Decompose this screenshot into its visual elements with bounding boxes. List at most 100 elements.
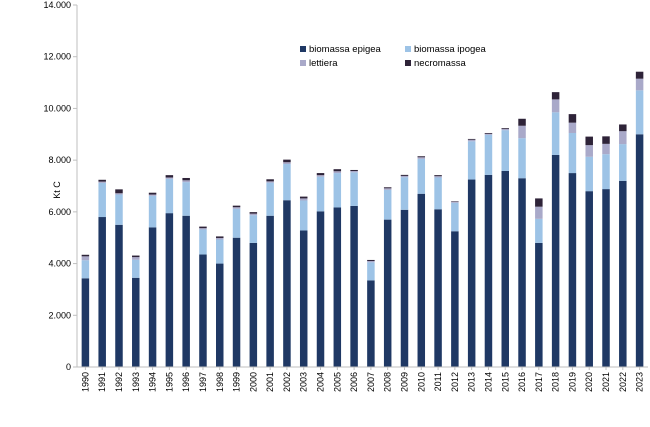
bar-segment [383,219,392,367]
bar-segment [367,260,375,263]
bar-segment [417,156,426,158]
bar-segment [501,130,509,171]
bar-segment [216,263,224,367]
bar-segment [551,154,560,367]
x-tick-label: 1995 [164,372,174,392]
bar-segment [467,141,476,180]
bar-segment [585,136,593,146]
x-tick-label: 1998 [215,372,225,392]
x-tick-label: 1991 [97,372,107,392]
bar-segment [635,71,644,79]
bar-segment [400,175,409,178]
bar-segment [148,227,157,367]
x-tick-label: 2018 [551,372,561,392]
x-tick-label: 2000 [248,372,258,392]
bar-segment [585,145,593,157]
bar-segment [602,154,610,190]
bar-segment [216,237,224,240]
bar-segment [165,213,174,367]
bar-segment [333,207,342,367]
bar-segment [467,179,476,367]
axes: 0 2.000 4.000 6.000 8.000 10.000 12.000 14.000 1… [43,0,648,392]
bar-segment [232,237,241,367]
bar-segment [451,202,459,232]
x-tick-label: 2009 [399,372,409,392]
bar-segment [132,277,140,367]
x-tick-label: 2023 [635,372,645,392]
bar-segment [635,90,644,135]
bar-segment [333,171,342,174]
x-tick-label: 1990 [80,372,90,392]
bar-segment [316,175,325,177]
legend-label: lettiera [309,58,338,69]
y-tick-label: 2.000 [48,310,71,320]
legend-swatch [405,60,411,66]
y-tick-label: 14.000 [43,0,71,10]
bar-segment [383,188,392,190]
bar-segment [551,112,560,155]
x-tick-label: 1997 [198,372,208,392]
bar-segment [434,176,442,178]
x-tick-label: 2002 [282,372,292,392]
bar-segment [467,138,476,140]
bar-segment [484,134,493,175]
bar-segment [484,133,493,135]
bar-segment [434,209,442,367]
bar-segment [467,139,476,142]
bar-segment [199,229,207,255]
y-tick-label: 4.000 [48,259,71,269]
x-tick-label: 2015 [500,372,510,392]
bar-segment [115,194,123,225]
x-tick-label: 2014 [483,372,493,392]
bar-segment [232,205,241,208]
bar-segment [535,206,543,219]
x-tick-label: 2006 [349,372,359,392]
bar-segment [451,201,459,203]
bar-segment [266,179,274,182]
bar-segment [619,180,627,367]
bar-segment [266,181,274,183]
bar-segment [484,132,493,134]
bar-segment [619,124,627,132]
bar-segment [148,192,157,195]
bar-segment [249,242,258,367]
bar-segment [535,218,543,243]
bar-segment [417,193,426,367]
x-tick-label: 2019 [567,372,577,392]
bar-segment [518,125,526,139]
bar-segment [367,262,375,281]
bar-segment [619,144,627,181]
x-tick-label: 2020 [584,372,594,392]
bar-segment [98,217,106,367]
bar-segment [417,158,426,194]
legend-swatch [405,46,411,52]
x-tick-label: 2016 [517,372,527,392]
bar-segment [434,175,442,177]
y-tick-label: 0 [66,362,71,372]
bar-segment [350,172,358,206]
bar-segment [635,78,644,91]
x-tick-label: 2003 [299,372,309,392]
bar-segment [350,171,358,173]
x-tick-label: 2017 [534,372,544,392]
x-tick-label: 2012 [450,372,460,392]
bar-segment [585,191,593,367]
chart-legend: biomassa epigea biomassa ipogea lettiera ne… [300,44,487,69]
x-tick-label: 1999 [232,372,242,392]
bar-segment [216,239,224,264]
bar-segment [451,231,459,367]
bar-segment [619,131,627,145]
bar-segment [602,136,610,144]
x-tick-label: 1996 [181,372,191,392]
x-tick-label: 2004 [316,372,326,392]
bar-segment [182,180,190,183]
bar-segment [165,178,174,214]
x-tick-label: 1993 [131,372,141,392]
bar-segment [299,200,308,231]
bar-segment [585,156,593,192]
legend-label: biomassa epigea [309,44,382,55]
bar-segment [568,132,577,174]
bar-segment [518,178,526,367]
bar-segment [165,177,174,179]
bar-segment [350,205,358,367]
